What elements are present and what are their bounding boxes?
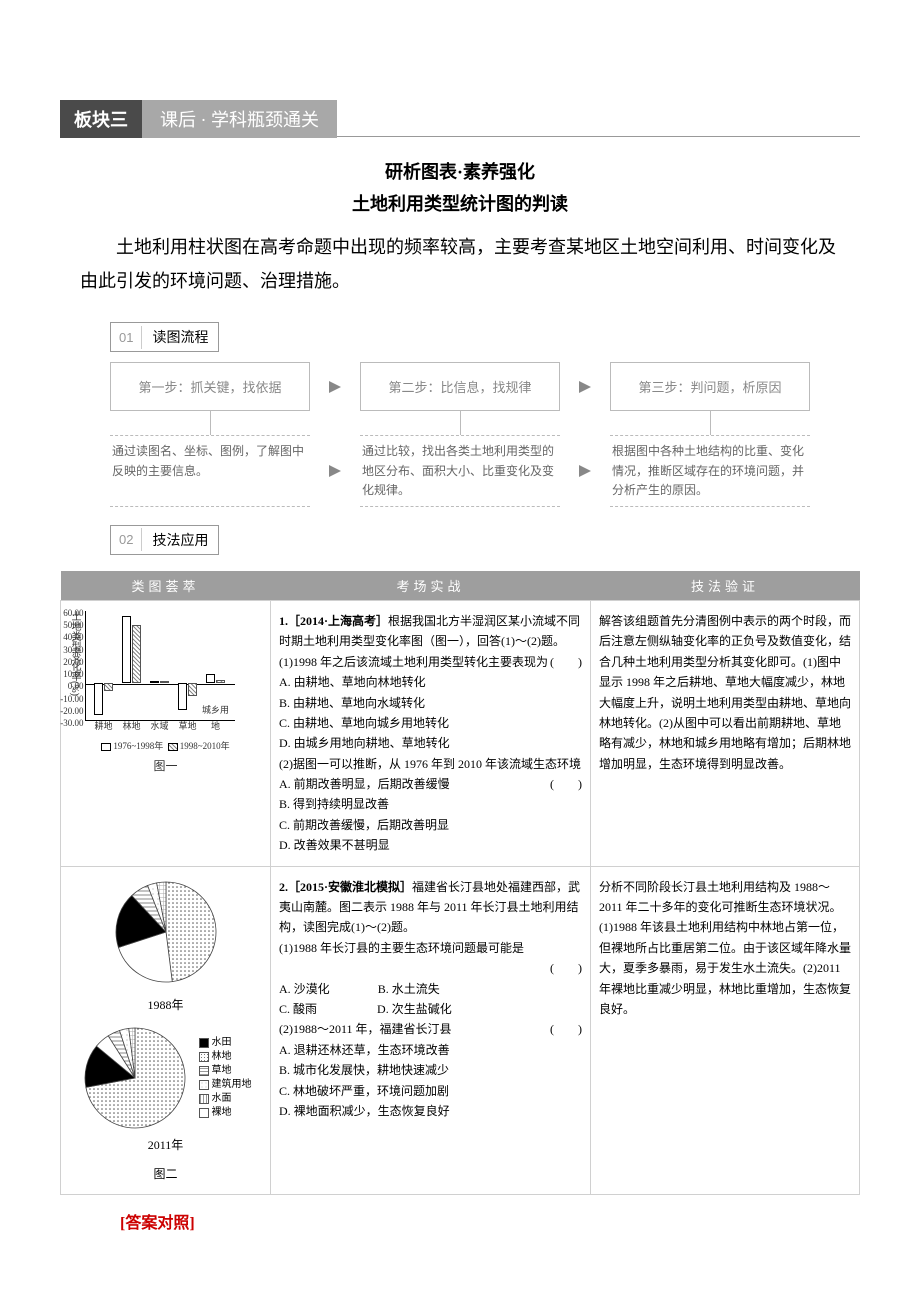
method-table: 类图荟萃 考场实战 技法验证 土地类型变化率(%) 60.0050.0040.0… bbox=[60, 571, 860, 1195]
arrow-icon bbox=[329, 381, 341, 393]
pie-2011 bbox=[80, 1023, 190, 1133]
table-row: 土地类型变化率(%) 60.0050.0040.0030.0020.0010.0… bbox=[61, 600, 860, 866]
table-header-row: 类图荟萃 考场实战 技法验证 bbox=[61, 571, 860, 601]
q2-2-optA: A. 退耕还林还草，生态环境改善 bbox=[279, 1043, 450, 1057]
q2-1-optC: C. 酸雨 bbox=[279, 1002, 317, 1016]
cell-chart-1: 土地类型变化率(%) 60.0050.0040.0030.0020.0010.0… bbox=[61, 600, 271, 866]
legend-b: 1998~2010年 bbox=[180, 741, 230, 751]
pie-1988 bbox=[111, 877, 221, 987]
q1-1-optB: B. 由耕地、草地向水域转化 bbox=[279, 696, 425, 710]
q1-2-optC: C. 前期改善缓慢，后期改善明显 bbox=[279, 818, 449, 832]
cell-question-1: 1.［2014·上海高考］根据我国北方半湿润区某小流域不同时期土地利用类型变化率… bbox=[271, 600, 591, 866]
flow-connectors bbox=[110, 411, 810, 435]
bar-legend: 1976~1998年 1998~2010年 bbox=[69, 739, 262, 754]
step-01: 01 读图流程 bbox=[110, 322, 219, 352]
q1-2-optA: A. 前期改善明显，后期改善缓慢 bbox=[279, 777, 450, 791]
step-02: 02 技法应用 bbox=[110, 525, 219, 555]
flow-desc-1: 通过读图名、坐标、图例，了解图中反映的主要信息。 bbox=[110, 435, 310, 507]
q1-2-stem: (2)据图一可以推断，从 1976 年到 2010 年该流域生态环境 bbox=[279, 757, 581, 771]
cell-chart-2: 1988年 水田 林地 草地 建筑用地 水面 裸地 2011年 图二 bbox=[61, 866, 271, 1195]
header-line bbox=[337, 100, 860, 137]
q1-2-optD: D. 改善效果不甚明显 bbox=[279, 838, 390, 852]
flow-desc-3: 根据图中各种土地结构的比重、变化情况，推断区域存在的环境问题，并分析产生的原因。 bbox=[610, 435, 810, 507]
q2-1-optA: A. 沙漠化 bbox=[279, 982, 330, 996]
q2-source: 2.［2015·安徽淮北模拟］ bbox=[279, 880, 412, 894]
sub-title: 土地利用类型统计图的判读 bbox=[60, 190, 860, 216]
flow-desc-2: 通过比较，找出各类土地利用类型的地区分布、面积大小、比重变化及变化规律。 bbox=[360, 435, 560, 507]
q2-2-optC: C. 林地破坏严重，环境问题加剧 bbox=[279, 1084, 449, 1098]
pie-charts: 1988年 水田 林地 草地 建筑用地 水面 裸地 2011年 图二 bbox=[69, 877, 262, 1185]
answer-blank: ( ) bbox=[550, 652, 582, 672]
arrow-icon bbox=[579, 465, 591, 477]
q2-1-optD: D. 次生盐碱化 bbox=[377, 1002, 452, 1016]
legend-a: 1976~1998年 bbox=[113, 741, 163, 751]
pie-legend: 水田 林地 草地 建筑用地 水面 裸地 bbox=[199, 1036, 252, 1120]
legend-item: 草地 bbox=[212, 1065, 232, 1076]
arrow-icon bbox=[579, 381, 591, 393]
pie2-caption: 2011年 bbox=[69, 1135, 262, 1155]
flow-descriptions: 通过读图名、坐标、图例，了解图中反映的主要信息。 通过比较，找出各类土地利用类型… bbox=[110, 435, 810, 507]
table-row: 1988年 水田 林地 草地 建筑用地 水面 裸地 2011年 图二 2.［ bbox=[61, 866, 860, 1195]
fig2-caption: 图二 bbox=[69, 1164, 262, 1184]
q1-1-stem: (1)1998 年之后该流域土地利用类型转化主要表现为 bbox=[279, 655, 548, 669]
legend-item: 建筑用地 bbox=[212, 1079, 252, 1090]
th-1: 类图荟萃 bbox=[61, 571, 271, 601]
legend-item: 裸地 bbox=[212, 1107, 232, 1118]
step-02-label: 技法应用 bbox=[142, 526, 218, 554]
cell-question-2: 2.［2015·安徽淮北模拟］福建省长汀县地处福建西部，武夷山南麓。图二表示 1… bbox=[271, 866, 591, 1195]
q1-2-optB: B. 得到持续明显改善 bbox=[279, 797, 389, 811]
q2-1-optB: B. 水土流失 bbox=[378, 982, 440, 996]
arrow-icon bbox=[329, 465, 341, 477]
flow-boxes: 第一步：抓关键，找依据 第二步：比信息，找规律 第三步：判问题，析原因 bbox=[110, 362, 810, 411]
step-01-num: 01 bbox=[111, 326, 142, 349]
flow-box-2: 第二步：比信息，找规律 bbox=[360, 362, 560, 411]
q2-1-stem: (1)1988 年长汀县的主要生态环境问题最可能是 bbox=[279, 941, 524, 955]
q2-2-optD: D. 裸地面积减少，生态恢复良好 bbox=[279, 1104, 450, 1118]
legend-item: 水面 bbox=[212, 1093, 232, 1104]
flow-box-1: 第一步：抓关键，找依据 bbox=[110, 362, 310, 411]
q1-1-optA: A. 由耕地、草地向林地转化 bbox=[279, 675, 426, 689]
q2-2-optB: B. 城市化发展快，耕地快速减少 bbox=[279, 1063, 449, 1077]
flow-box-3: 第三步：判问题，析原因 bbox=[610, 362, 810, 411]
answer-blank: ( ) bbox=[550, 1019, 582, 1039]
q2-2-stem: (2)1988～2011 年，福建省长汀县 bbox=[279, 1022, 452, 1036]
answer-blank: ( ) bbox=[550, 774, 582, 794]
main-title: 研析图表·素养强化 bbox=[60, 158, 860, 184]
q1-1-optC: C. 由耕地、草地向城乡用地转化 bbox=[279, 716, 449, 730]
bar-plot-area: 60.0050.0040.0030.0020.0010.000.00-10.00… bbox=[85, 611, 235, 721]
legend-item: 林地 bbox=[212, 1051, 232, 1062]
th-3: 技法验证 bbox=[591, 571, 860, 601]
step-02-num: 02 bbox=[111, 528, 142, 551]
fig1-caption: 图一 bbox=[69, 756, 262, 776]
answer-compare-label: [答案对照] bbox=[120, 1209, 860, 1233]
header-subtitle: 课后 · 学科瓶颈通关 bbox=[142, 100, 337, 138]
section-header: 板块三 课后 · 学科瓶颈通关 bbox=[60, 100, 860, 138]
cell-explain-2: 分析不同阶段长汀县土地利用结构及 1988～2011 年二十多年的变化可推断生态… bbox=[591, 866, 860, 1195]
cell-explain-1: 解答该组题首先分清图例中表示的两个时段，而后注意左侧纵轴变化率的正负号及数值变化… bbox=[591, 600, 860, 866]
q1-1-optD: D. 由城乡用地向耕地、草地转化 bbox=[279, 736, 450, 750]
header-tag: 板块三 bbox=[60, 100, 142, 138]
legend-item: 水田 bbox=[212, 1037, 232, 1048]
answer-blank: ( ) bbox=[550, 958, 582, 978]
bar-chart: 土地类型变化率(%) 60.0050.0040.0030.0020.0010.0… bbox=[69, 611, 262, 777]
th-2: 考场实战 bbox=[271, 571, 591, 601]
step-01-label: 读图流程 bbox=[142, 323, 218, 351]
intro-text: 土地利用柱状图在高考命题中出现的频率较高，主要考查某地区土地空间利用、时间变化及… bbox=[80, 230, 840, 298]
q1-source: 1.［2014·上海高考］ bbox=[279, 614, 388, 628]
pie1-caption: 1988年 bbox=[69, 995, 262, 1015]
